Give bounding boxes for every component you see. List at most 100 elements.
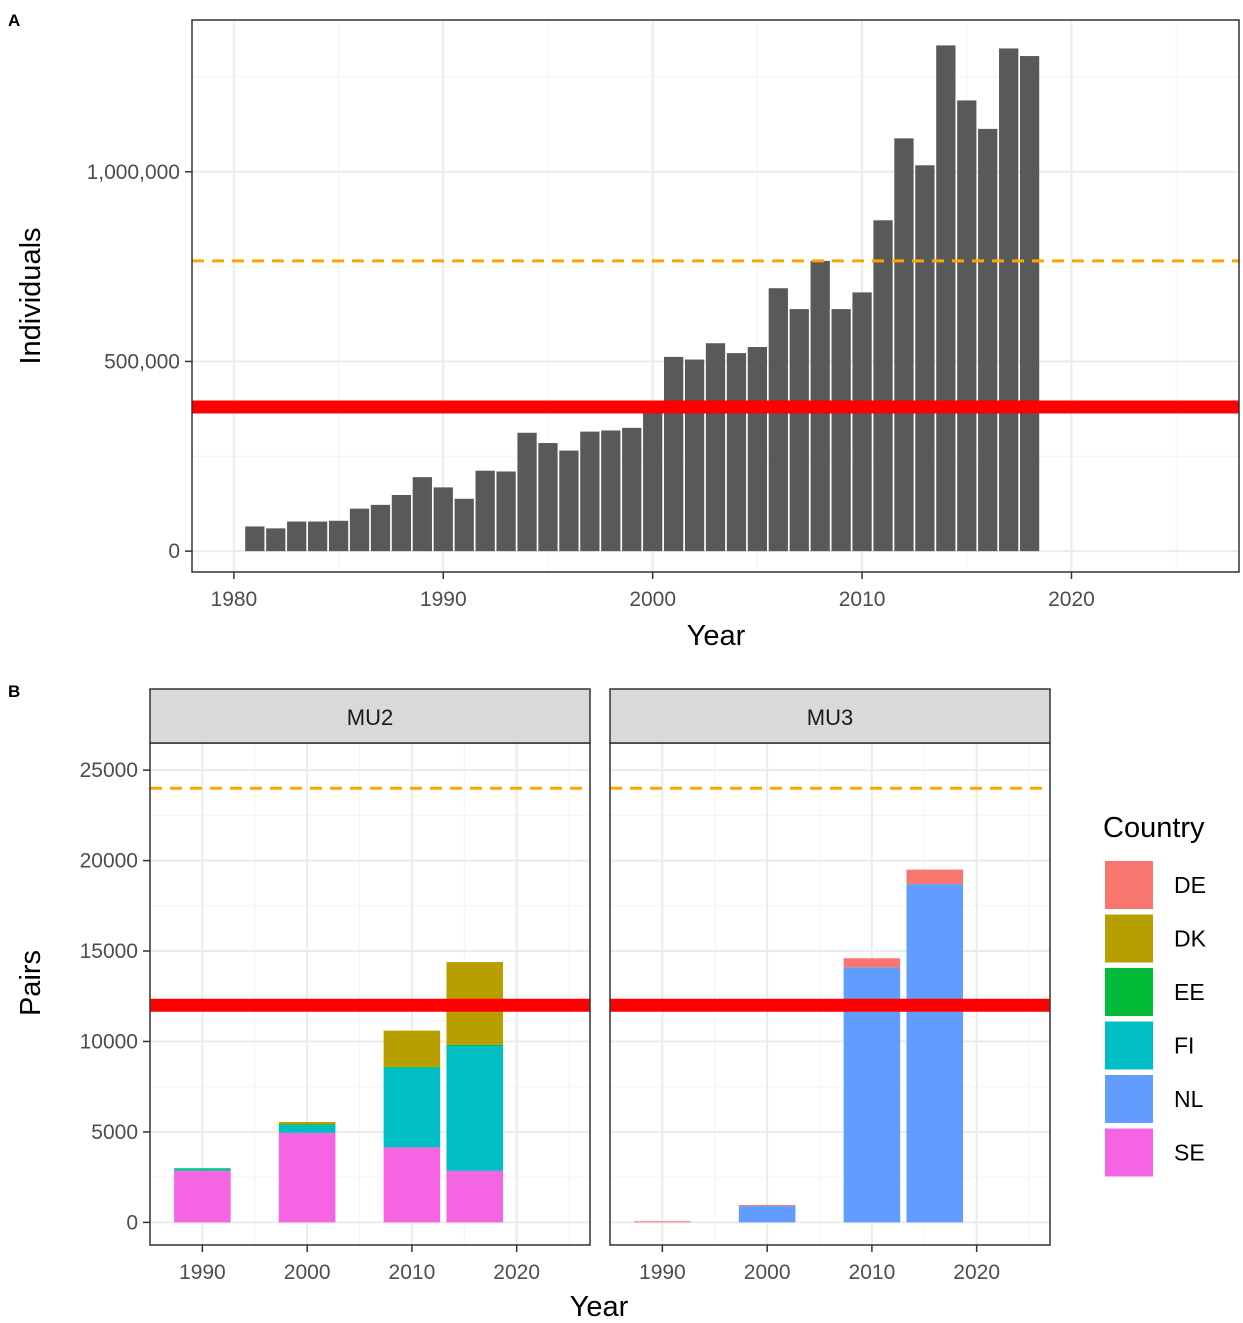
facet-y-tick-label: 10000 <box>80 1030 138 1053</box>
facet-strip <box>609 688 1051 744</box>
panel-a-bar <box>538 443 558 552</box>
bar-segment-fi <box>174 1168 231 1171</box>
bar-segment-se <box>383 1147 441 1223</box>
facet-y-tick-label: 5000 <box>91 1121 138 1144</box>
facet-x-tick-label: 2010 <box>389 1261 436 1284</box>
panel-a-bar <box>454 498 474 552</box>
facet-y-tick-label: 0 <box>126 1211 138 1234</box>
panel-a-x-tick-label: 1990 <box>420 588 467 611</box>
legend-label-se: SE <box>1174 1140 1205 1166</box>
panel-a-bar <box>705 343 726 552</box>
facet-strip-label: MU3 <box>807 705 853 730</box>
panel-a-x-axis-title: Year <box>687 620 746 652</box>
panel-a-bar <box>894 138 914 552</box>
bar-segment-nl <box>738 1206 796 1223</box>
bar-segment-fi <box>446 1045 504 1171</box>
panel-a-bar <box>789 309 809 552</box>
panel-a-bar <box>559 450 579 552</box>
panel-a-y-tick-label: 1,000,000 <box>87 161 180 184</box>
facet-mu2: MU2 1990 2000 2010 2020 0 5000 10000 15000 20000 2… <box>80 688 591 1284</box>
panel-a-bar <box>391 494 412 552</box>
legend: Country DE DK EE FI NL SE <box>1103 812 1207 1177</box>
legend-key-nl <box>1105 1075 1153 1123</box>
panel-a-bar <box>684 359 705 552</box>
bar-segment-dk <box>278 1121 336 1125</box>
panel-a-x-tick-label: 2010 <box>839 588 886 611</box>
panel-a-y-axis-title: Individuals <box>15 227 47 364</box>
panel-a-x-tick-label: 2020 <box>1048 588 1095 611</box>
bar-segment-ee <box>446 1044 504 1046</box>
panel-a-bar <box>643 406 663 552</box>
panel-a-bar <box>1019 56 1040 552</box>
panel-a-bar <box>852 292 872 552</box>
facet-x-tick-label: 2000 <box>744 1261 791 1284</box>
facet-mu3: MU3 1990 2000 2010 2020 <box>609 688 1051 1284</box>
facet-x-tick-label: 2020 <box>953 1261 1000 1284</box>
bar-segment-ee <box>278 1124 336 1126</box>
panel-b-chart: MU2 1990 2000 2010 2020 0 5000 10000 15000 20000 2… <box>80 688 1051 1284</box>
legend-key-se <box>1105 1128 1153 1177</box>
panel-a-bar <box>475 470 495 552</box>
bar-segment-fi <box>383 1067 441 1148</box>
panel-a-x-tick-label: 1980 <box>211 588 258 611</box>
bar-segment-se <box>446 1170 504 1223</box>
panel-a-bar <box>726 353 747 552</box>
facet-strip-label: MU2 <box>347 705 393 730</box>
panel-b-x-axis-title: Year <box>570 1291 629 1323</box>
legend-key-ee <box>1105 968 1153 1016</box>
legend-label-ee: EE <box>1174 979 1205 1005</box>
facet-y-tick-label: 15000 <box>80 940 138 963</box>
panel-a-bar <box>517 432 537 552</box>
facet-y-tick-label: 20000 <box>80 850 138 873</box>
panel-a-bar <box>622 427 642 552</box>
panel-a-bar <box>266 528 286 552</box>
panel-a-bar <box>433 487 453 552</box>
panel-a-bar <box>601 430 621 552</box>
bar-segment-se <box>278 1132 336 1223</box>
legend-label-dk: DK <box>1174 926 1207 952</box>
bar-segment-se <box>174 1170 231 1223</box>
bar-segment-de <box>634 1221 691 1223</box>
panel-a-y-tick-label: 0 <box>168 540 180 563</box>
legend-key-de <box>1105 861 1153 909</box>
legend-label-de: DE <box>1174 872 1206 898</box>
panel-b-tag: B <box>8 682 20 701</box>
panel-a-x-tick-label: 2000 <box>629 588 676 611</box>
bar-segment-de <box>843 958 901 968</box>
panel-a-bar <box>978 128 998 552</box>
bar-segment-nl <box>906 884 964 1223</box>
panel-a-y-tick-label: 500,000 <box>104 350 180 373</box>
panel-a-bar <box>999 48 1019 552</box>
panel-a-bar <box>915 165 935 552</box>
panel-a-bar <box>370 504 391 552</box>
panel-a-bar <box>245 526 265 552</box>
panel-a-bar <box>768 288 788 552</box>
panel-a-bar <box>580 431 600 552</box>
legend-key-fi <box>1105 1021 1153 1070</box>
facet-strip <box>149 688 591 744</box>
legend-key-dk <box>1105 914 1153 963</box>
panel-a-chart: 1980 1990 2000 2010 2020 0 500,000 1,000,000 <box>87 19 1240 611</box>
legend-label-fi: FI <box>1174 1033 1194 1059</box>
panel-a-bar <box>873 220 893 552</box>
panel-a-bar <box>936 45 956 552</box>
panel-a-bar <box>663 356 684 552</box>
legend-title: Country <box>1103 812 1205 844</box>
facet-x-tick-label: 2000 <box>284 1261 331 1284</box>
bar-segment-dk <box>383 1030 441 1067</box>
panel-a-bar <box>496 471 516 552</box>
panel-a-bar <box>412 477 432 552</box>
panel-a-bar <box>831 309 851 552</box>
panel-a-bar <box>308 521 328 552</box>
facet-x-tick-label: 2010 <box>849 1261 896 1284</box>
facet-x-tick-label: 1990 <box>639 1261 686 1284</box>
panel-b-y-axis-title: Pairs <box>15 950 47 1016</box>
facet-background <box>610 743 1050 1245</box>
bar-segment-de <box>738 1205 796 1207</box>
facet-x-tick-label: 2020 <box>493 1261 540 1284</box>
legend-label-nl: NL <box>1174 1086 1204 1112</box>
facet-x-tick-label: 1990 <box>179 1261 226 1284</box>
panel-a-bar <box>957 100 977 552</box>
panel-a-frame <box>191 19 1240 573</box>
